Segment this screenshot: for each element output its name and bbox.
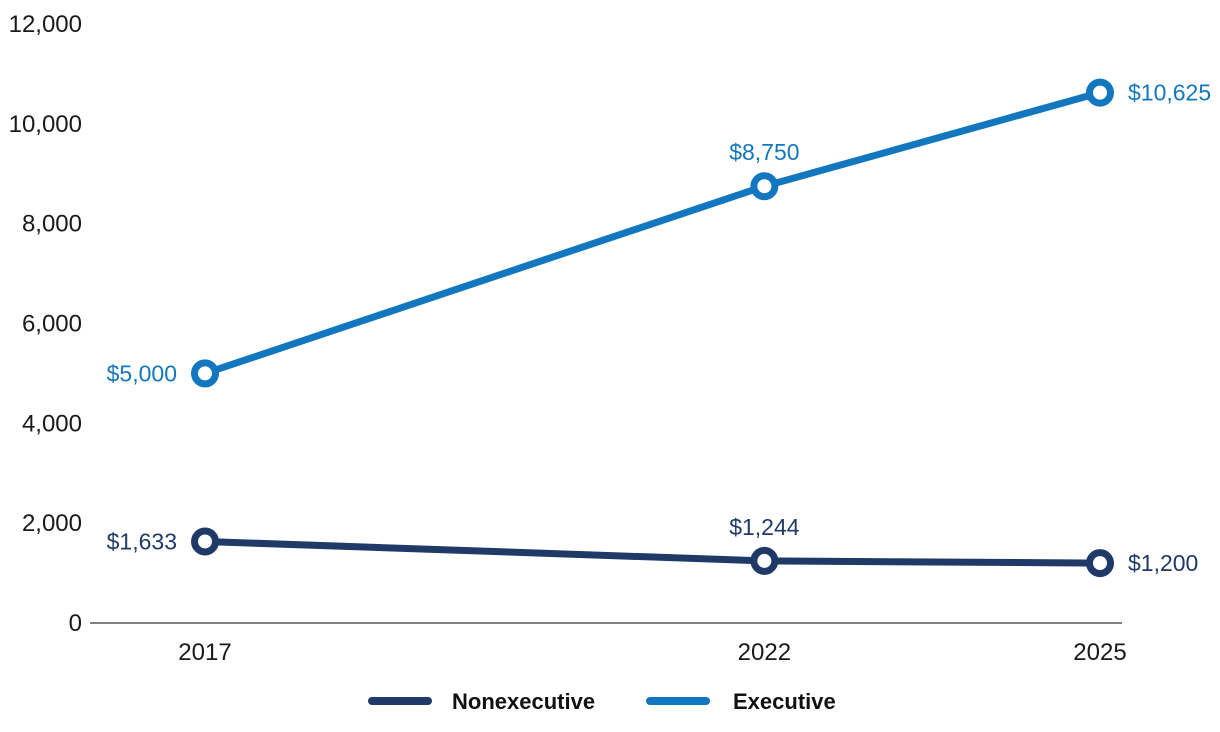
y-tick-label: 2,000: [22, 510, 82, 537]
x-tick-label: 2022: [738, 639, 791, 666]
data-point-label-nonexecutive: $1,633: [107, 528, 177, 554]
x-tick-label: 2025: [1073, 639, 1126, 666]
data-point-label-nonexecutive: $1,244: [729, 514, 800, 540]
series-line-nonexecutive: [204, 537, 1101, 567]
data-point-marker-nonexecutive: [191, 527, 219, 556]
data-point-marker-executive: [191, 359, 219, 388]
data-point-label-nonexecutive: $1,200: [1128, 550, 1198, 576]
data-point-marker-executive: [1086, 78, 1114, 107]
data-point-label-executive: $8,750: [729, 139, 799, 165]
data-point-marker-nonexecutive: [750, 546, 779, 575]
series-line-executive: [203, 89, 1101, 377]
y-tick-label: 6,000: [22, 311, 82, 338]
y-tick-label: 4,000: [22, 410, 82, 437]
y-tick-label: 12,000: [9, 11, 82, 38]
legend-label-nonexecutive: Nonexecutive: [452, 689, 595, 714]
legend-label-executive: Executive: [733, 689, 836, 714]
y-tick-label: 0: [69, 610, 82, 637]
x-tick-label: 2017: [178, 639, 231, 666]
y-tick-label: 8,000: [22, 211, 82, 238]
y-tick-label: 10,000: [9, 111, 82, 138]
data-point-marker-executive: [750, 172, 779, 201]
data-point-label-executive: $5,000: [107, 360, 177, 386]
data-point-marker-nonexecutive: [1086, 549, 1114, 578]
data-point-label-executive: $10,625: [1128, 80, 1211, 106]
